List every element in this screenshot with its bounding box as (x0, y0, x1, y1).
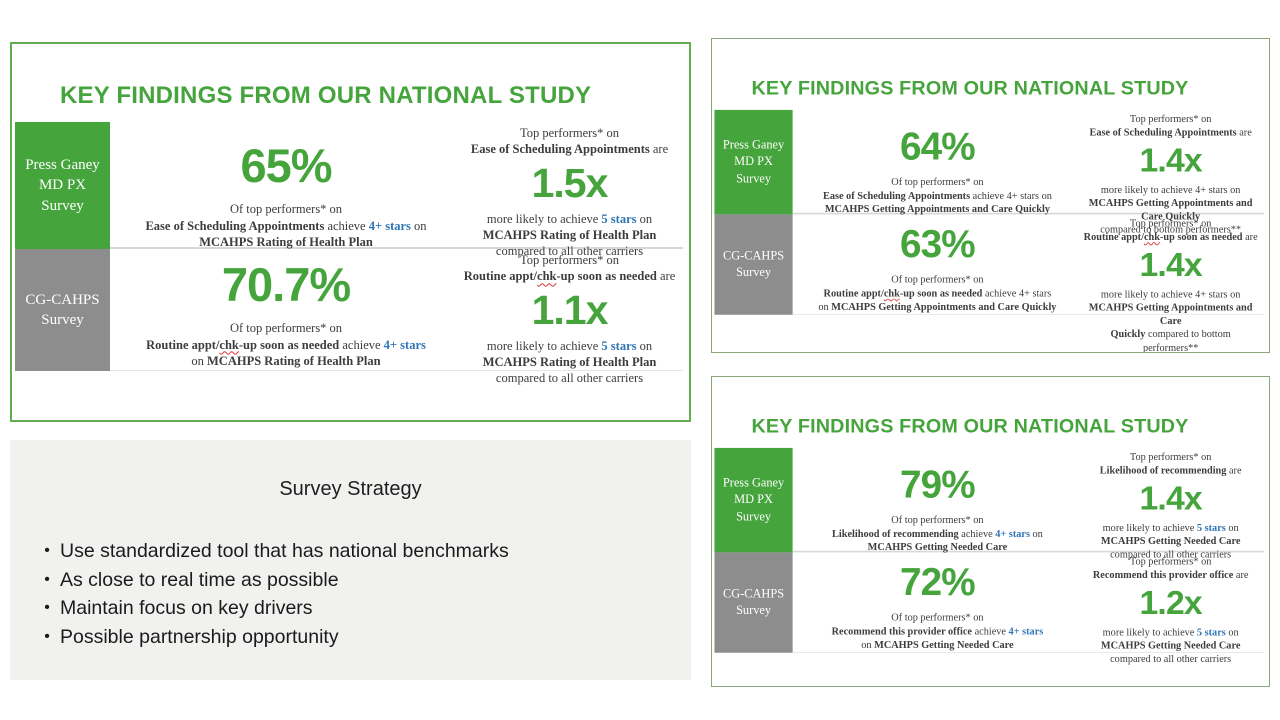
slide-title: KEY FINDINGS FROM OUR NATIONAL STUDY (751, 415, 1189, 438)
findings-rows: Press Ganey MD PX Survey 64% Of top perf… (712, 109, 1269, 352)
table-row-md-px: Press Ganey MD PX Survey 79% Of top perf… (712, 447, 1269, 560)
slide-canvas: KEY FINDINGS FROM OUR NATIONAL STUDY Pre… (712, 415, 1269, 686)
bullet-icon: • (44, 542, 50, 559)
slide-canvas: KEY FINDINGS FROM OUR NATIONAL STUDY Pre… (12, 82, 689, 420)
survey-strategy-panel: Survey Strategy • Use standardized tool … (10, 440, 691, 680)
ratio-header: Top performers* on Routine appt/chk-up so… (1083, 217, 1258, 243)
panel-title: Survey Strategy (279, 478, 422, 500)
ratio-caption: more likely to achieve 5 stars on MCAHPS … (482, 211, 657, 259)
findings-rows: Press Ganey MD PX Survey 79% Of top perf… (712, 447, 1269, 664)
ratio-value: 1.4x (1139, 140, 1202, 179)
slide-title: KEY FINDINGS FROM OUR NATIONAL STUDY (751, 77, 1189, 100)
table-row-md-px: Press Ganey MD PX Survey 65% Of top perf… (12, 122, 689, 258)
stat-caption: Of top performers* on Ease of Scheduling … (145, 202, 427, 249)
row-label-press-ganey-md-px: Press Ganey MD PX Survey (714, 447, 793, 553)
stat-percentage: 65% (240, 139, 332, 192)
stat-percentage: 72% (899, 559, 976, 604)
bullet-text: Possible partnership opportunity (60, 625, 339, 648)
list-item: • Maintain focus on key drivers (34, 594, 691, 623)
ratio-caption: more likely to achieve 5 stars on MCAHPS … (482, 338, 657, 386)
bullet-text: Use standardized tool that has national … (60, 540, 509, 562)
findings-rows: Press Ganey MD PX Survey 65% Of top perf… (12, 122, 689, 385)
slide-title: KEY FINDINGS FROM OUR NATIONAL STUDY (60, 82, 592, 109)
ratio-value: 1.1x (531, 286, 609, 333)
table-row-cg-cahps: CG-CAHPS Survey 72% Of top performers* o… (712, 552, 1269, 664)
stat-percentage: 70.7% (221, 258, 351, 311)
row-label-cg-cahps: CG-CAHPS Survey (714, 552, 793, 653)
stat-caption: Of top performers* on Ease of Scheduling … (822, 175, 1052, 215)
ratio-value: 1.2x (1139, 583, 1202, 622)
ratio-header: Top performers* on Ease of Scheduling App… (1089, 113, 1252, 139)
stat-percentage: 64% (899, 123, 976, 168)
table-row-cg-cahps: CG-CAHPS Survey 70.7% Of top performers*… (12, 249, 689, 385)
bullet-text: As close to real time as possible (60, 568, 339, 591)
ratio-caption: more likely to achieve 4+ stars on MCAHPS… (1088, 288, 1253, 353)
row-label-press-ganey-md-px: Press Ganey MD PX Survey (714, 109, 793, 215)
bullet-list: • Use standardized tool that has nationa… (34, 537, 691, 651)
table-row-md-px: Press Ganey MD PX Survey 64% Of top perf… (712, 109, 1269, 235)
stat-caption: Of top performers* on Routine appt/chk-up… (818, 273, 1057, 313)
ratio-header: Top performers* on Likelihood of recommen… (1099, 451, 1242, 477)
list-item: • As close to real time as possible (34, 566, 691, 595)
slide-key-findings-1: KEY FINDINGS FROM OUR NATIONAL STUDY Pre… (10, 42, 691, 422)
stat-caption: Of top performers* on Recommend this prov… (831, 611, 1044, 651)
ratio-caption: more likely to achieve 5 stars on MCAHPS … (1100, 521, 1241, 560)
stat-caption: Of top performers* on Routine appt/chk-up… (146, 321, 426, 368)
bullet-icon: • (44, 599, 50, 616)
bullet-text: Maintain focus on key drivers (60, 597, 313, 619)
ratio-value: 1.4x (1139, 478, 1202, 517)
row-label-press-ganey-md-px: Press Ganey MD PX Survey (15, 122, 110, 249)
ratio-header: Top performers* on Recommend this provide… (1092, 555, 1249, 581)
ratio-header: Top performers* on Routine appt/chk-up so… (463, 253, 676, 284)
ratio-header: Top performers* on Ease of Scheduling App… (470, 126, 669, 157)
row-label-cg-cahps: CG-CAHPS Survey (714, 214, 793, 315)
stat-percentage: 79% (899, 461, 976, 506)
ratio-caption: more likely to achieve 5 stars on MCAHPS … (1100, 626, 1241, 665)
slide-canvas: KEY FINDINGS FROM OUR NATIONAL STUDY Pre… (712, 77, 1269, 352)
slide-key-findings-3: KEY FINDINGS FROM OUR NATIONAL STUDY Pre… (711, 376, 1270, 687)
row-label-cg-cahps: CG-CAHPS Survey (15, 249, 110, 371)
table-row-cg-cahps: CG-CAHPS Survey 63% Of top performers* o… (712, 214, 1269, 352)
ratio-caption: more likely to achieve 4+ stars on MCAHPS… (1088, 183, 1253, 236)
list-item: • Possible partnership opportunity (34, 623, 691, 652)
stat-percentage: 63% (899, 221, 976, 266)
slide-key-findings-2: KEY FINDINGS FROM OUR NATIONAL STUDY Pre… (711, 38, 1270, 353)
list-item: • Use standardized tool that has nationa… (34, 537, 691, 566)
ratio-value: 1.4x (1139, 245, 1202, 284)
ratio-value: 1.5x (531, 159, 609, 206)
stat-caption: Of top performers* on Likelihood of recom… (832, 513, 1043, 553)
bullet-icon: • (44, 627, 50, 645)
bullet-icon: • (44, 570, 50, 588)
